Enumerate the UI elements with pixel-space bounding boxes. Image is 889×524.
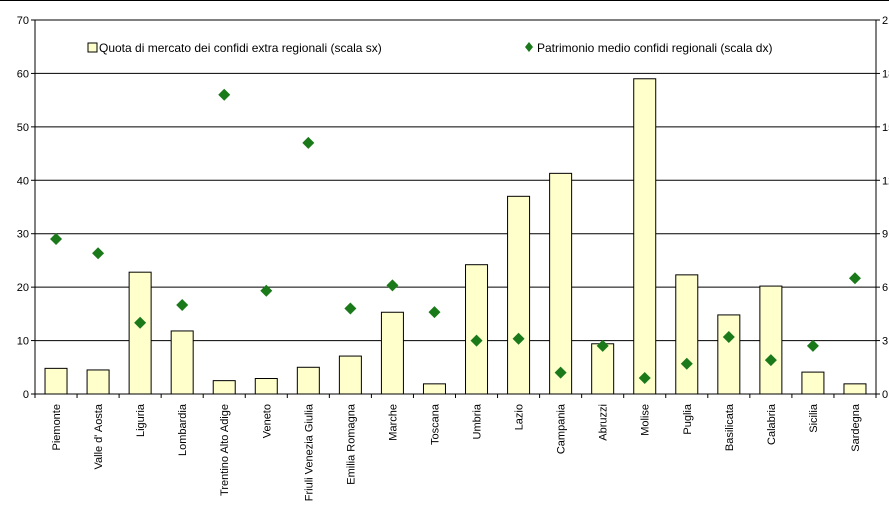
category-label: Toscana (429, 403, 441, 445)
category-label: Valle d' Aosta (93, 403, 105, 469)
marker-point (176, 298, 189, 311)
grid (35, 19, 876, 342)
marker-point (134, 316, 147, 329)
marker-point (554, 366, 567, 379)
left-tick-label: 60 (17, 68, 29, 80)
marker-point (470, 334, 483, 347)
category-label: Campania (556, 403, 568, 454)
category-label: Umbria (472, 403, 484, 439)
marker-point (344, 302, 357, 315)
marker-point (764, 354, 777, 367)
bar (633, 78, 657, 395)
category-label: Sardegna (850, 403, 862, 452)
bar (507, 195, 531, 395)
bar (759, 285, 783, 395)
left-tick-label: 50 (17, 122, 29, 134)
bar (717, 314, 741, 395)
marker-point (722, 331, 735, 344)
right-tick-label: 6 (882, 282, 888, 294)
bar (44, 367, 68, 395)
category-label: Liguria (135, 403, 147, 437)
bar (465, 264, 489, 395)
marker-point (260, 284, 273, 297)
marker-point (428, 306, 441, 319)
marker-point (302, 136, 315, 149)
left-tick-label: 30 (17, 229, 29, 241)
marker-point (512, 332, 525, 345)
bar (675, 274, 699, 395)
category-label: Veneto (261, 404, 273, 438)
marker-point (848, 272, 861, 285)
bar (86, 369, 110, 395)
right-tick-label: 18 (882, 68, 889, 80)
category-label: Puglia (682, 403, 694, 434)
left-tick-label: 40 (17, 175, 29, 187)
bar (549, 172, 573, 395)
category-label: Calabria (766, 403, 778, 445)
left-tick-label: 70 (17, 15, 29, 27)
left-tick-label: 20 (17, 282, 29, 294)
category-label: Trentino Alto Adige (219, 404, 231, 496)
legend-swatch-bar (87, 42, 98, 53)
bar (380, 311, 404, 395)
bar-series (44, 78, 867, 395)
category-label: Sicilia (808, 403, 820, 433)
category-label: Piemonte (51, 404, 63, 450)
category-label: Lombardia (177, 403, 189, 456)
right-tick-label: 9 (882, 229, 888, 241)
marker-point (680, 357, 693, 370)
left-tick-label: 0 (23, 389, 29, 401)
bar (212, 380, 236, 395)
marker-point (50, 233, 63, 246)
category-label: Emilia Romagna (345, 403, 357, 485)
category-label: Abruzzi (598, 404, 610, 441)
marker-point (218, 88, 231, 101)
right-tick-label: 15 (882, 122, 889, 134)
right-tick-label: 21 (882, 15, 889, 27)
legend-swatch-marker (525, 42, 533, 52)
right-tick-label: 12 (882, 175, 889, 187)
category-label: Lazio (514, 404, 526, 430)
legend-label-bar: Quota di mercato dei confidi extra regio… (99, 41, 382, 55)
bar (801, 371, 825, 395)
bar (338, 355, 362, 395)
marker-series (50, 88, 861, 384)
right-tick-label: 3 (882, 336, 888, 348)
marker-point (92, 247, 105, 260)
marker-point (806, 339, 819, 352)
legend: Quota di mercato dei confidi extra regio… (87, 41, 772, 55)
axes: 0 10 20 30 40 50 60 70 0 3 6 9 12 15 18 21 Piemonte Valle… (17, 15, 889, 501)
category-label: Molise (640, 404, 652, 436)
left-tick-label: 10 (17, 336, 29, 348)
bar (254, 378, 278, 395)
right-tick-label: 0 (882, 389, 888, 401)
marker-point (596, 339, 609, 352)
bar (128, 271, 152, 395)
legend-label-marker: Patrimonio medio confidi regionali (scal… (537, 41, 772, 55)
category-label: Basilicata (724, 403, 736, 451)
marker-point (386, 279, 399, 292)
bar (422, 383, 446, 395)
category-label: Friuli Venezia Giulia (303, 403, 315, 501)
bar (843, 383, 867, 395)
bar (170, 330, 194, 395)
bar (296, 366, 320, 395)
marker-point (638, 371, 651, 384)
category-label: Marche (387, 404, 399, 441)
